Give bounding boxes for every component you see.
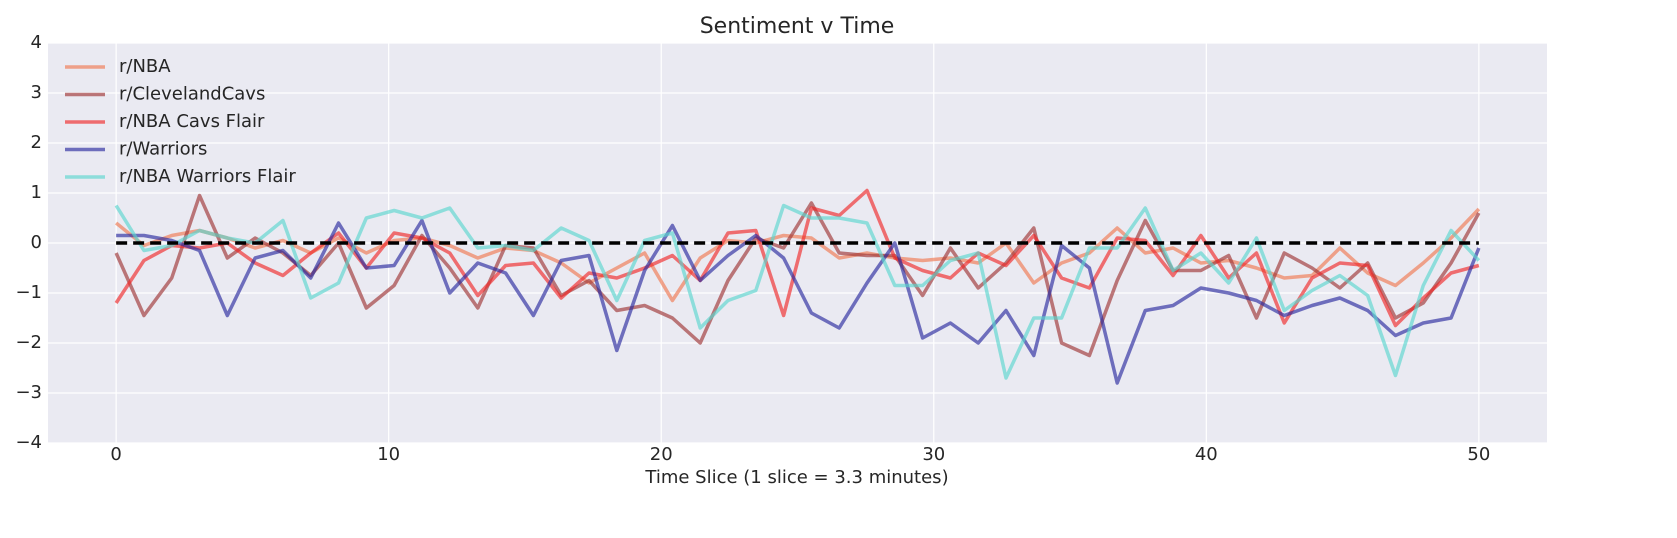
chart-title: Sentiment v Time <box>700 14 895 39</box>
legend-label: r/Warriors <box>119 139 207 160</box>
y-tick-label: −4 <box>15 432 42 453</box>
x-tick-label: 40 <box>1195 444 1218 465</box>
y-tick-label: 4 <box>31 32 42 53</box>
legend-label: r/NBA Warriors Flair <box>119 166 296 187</box>
series-line <box>114 203 1481 380</box>
legend-label: r/NBA Cavs Flair <box>119 111 265 132</box>
legend-label: r/ClevelandCavs <box>119 84 265 105</box>
x-tick-label: 30 <box>922 444 945 465</box>
series-line <box>114 188 1480 328</box>
y-tick-label: 3 <box>31 82 42 103</box>
x-tick-label: 10 <box>377 444 400 465</box>
y-tick-label: 1 <box>31 182 42 203</box>
x-axis-label: Time Slice (1 slice = 3.3 minutes) <box>644 467 948 488</box>
y-tick-label: −1 <box>15 282 42 303</box>
y-tick-label: −2 <box>15 332 42 353</box>
x-tick-label: 0 <box>110 444 121 465</box>
x-tick-label: 20 <box>650 444 673 465</box>
series-line <box>114 193 1481 358</box>
y-tick-label: −3 <box>15 382 42 403</box>
series-line <box>116 218 1481 385</box>
y-tick-label: 0 <box>31 232 42 253</box>
y-tick-label: 2 <box>31 132 42 153</box>
legend-label: r/NBA <box>119 56 171 77</box>
x-tick-label: 50 <box>1467 444 1490 465</box>
